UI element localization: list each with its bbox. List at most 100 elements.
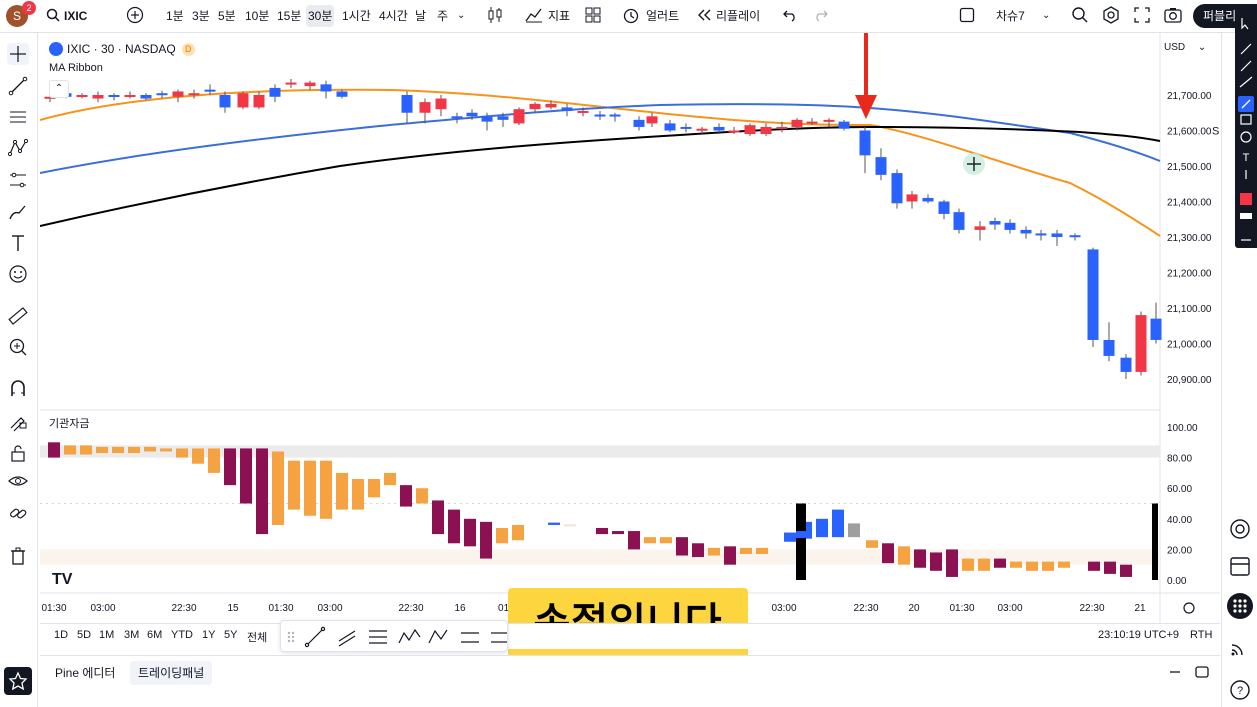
- time-axis-label: 03:00: [771, 603, 796, 614]
- chart-area[interactable]: 21,700.00 21,600.00 21,500.00 21,400.00 21,3…: [40, 33, 1220, 623]
- timeframe-1m[interactable]: 1분: [166, 9, 184, 23]
- marker-tool-icon[interactable]: [1240, 60, 1252, 72]
- drag-handle-icon[interactable]: [287, 631, 295, 643]
- alert-clock-icon[interactable]: [622, 5, 640, 27]
- currency-selector[interactable]: USD ⌄: [1164, 42, 1207, 53]
- panel-maximize-icon[interactable]: [1194, 664, 1210, 685]
- lock-drawings-icon[interactable]: [7, 410, 29, 432]
- snapshot-camera-icon[interactable]: [1164, 5, 1182, 27]
- timeframe-5m[interactable]: 5분: [218, 9, 236, 23]
- range-5d[interactable]: 5D: [77, 629, 92, 641]
- line-tool-icon[interactable]: [1239, 76, 1253, 88]
- crosshair-icon[interactable]: [7, 43, 29, 65]
- link-icon[interactable]: [7, 503, 29, 525]
- symbol-logo-icon: [49, 42, 63, 56]
- cursor-tool-icon[interactable]: [1241, 18, 1249, 30]
- palette-tool-icon[interactable]: [1240, 131, 1252, 143]
- ruler-icon[interactable]: [7, 305, 29, 327]
- oscillator-bar: [978, 558, 990, 571]
- apps-grid-icon[interactable]: [1227, 593, 1253, 619]
- tab-pine-editor[interactable]: Pine 에디터: [55, 666, 116, 680]
- watchlist-star-icon[interactable]: [4, 667, 32, 695]
- layout-name[interactable]: 차슈7: [996, 9, 1025, 23]
- trendline-icon[interactable]: [7, 75, 29, 97]
- trash-icon[interactable]: [7, 545, 29, 567]
- draw-fib-icon[interactable]: [369, 630, 387, 644]
- chart-canvas[interactable]: 21,700.00 21,600.00 21,500.00 21,400.00 21,3…: [40, 33, 1220, 623]
- tab-trading-panel[interactable]: 트레이딩패널: [130, 661, 213, 685]
- emoji-icon[interactable]: [7, 263, 29, 285]
- pen-tool-icon[interactable]: [1240, 43, 1252, 55]
- indicator-legend[interactable]: MA Ribbon: [49, 62, 103, 74]
- candle-type-icon[interactable]: [487, 5, 503, 27]
- eye-icon[interactable]: [7, 470, 29, 492]
- symbol-name[interactable]: IXIC: [64, 9, 88, 23]
- text-icon[interactable]: [7, 232, 29, 254]
- timeframe-day[interactable]: 날: [415, 9, 427, 23]
- fullscreen-icon[interactable]: [1134, 5, 1150, 27]
- signal-broadcast-icon[interactable]: [1231, 644, 1243, 656]
- timeframe-week[interactable]: 주: [437, 9, 449, 23]
- collapse-legend-chevron-up-icon[interactable]: ⌃: [49, 80, 69, 98]
- clock-timezone[interactable]: 23:10:19 UTC+9: [1098, 629, 1180, 641]
- draw-forecast-icon[interactable]: [491, 632, 507, 643]
- unlock-icon[interactable]: [7, 442, 29, 464]
- candle-body: [1087, 249, 1099, 340]
- layout-chevron-down-icon[interactable]: ⌄: [1042, 10, 1051, 21]
- oscillator-pane-label[interactable]: 기관자금: [49, 418, 90, 430]
- range-3m[interactable]: 3M: [124, 629, 140, 641]
- indicators-icon[interactable]: [525, 5, 543, 27]
- replay-button[interactable]: 리플레이: [716, 9, 761, 23]
- panel-minimize-icon[interactable]: [1168, 665, 1182, 684]
- pattern-icon[interactable]: [7, 137, 29, 159]
- templates-grid-icon[interactable]: [585, 5, 601, 27]
- range-all[interactable]: 전체: [247, 632, 268, 644]
- timeframe-3m[interactable]: 3분: [192, 9, 210, 23]
- stroke-width-swatch[interactable]: [1240, 213, 1252, 219]
- draw-channel-icon[interactable]: [338, 630, 356, 647]
- calendar-icon[interactable]: [1230, 557, 1250, 576]
- indicators-button[interactable]: 지표: [548, 9, 571, 23]
- magnet-icon[interactable]: [7, 378, 29, 400]
- chart-legend-title[interactable]: IXIC · 30 · NASDAQ D: [49, 42, 195, 56]
- rectangle-tool-icon[interactable]: [1240, 114, 1252, 125]
- help-question-icon[interactable]: ?: [1230, 680, 1250, 700]
- brush-icon[interactable]: [7, 201, 29, 223]
- timeframe-4h[interactable]: 4시간: [379, 9, 408, 23]
- target-icon[interactable]: [1230, 519, 1250, 539]
- draw-abc-icon[interactable]: [428, 629, 448, 644]
- timeframe-dropdown-chevron-icon[interactable]: ⌄: [457, 10, 466, 21]
- range-1m[interactable]: 1M: [99, 629, 115, 641]
- draw-xabcd-icon[interactable]: [461, 632, 479, 643]
- replay-icon[interactable]: [696, 5, 712, 27]
- range-6m[interactable]: 6M: [147, 629, 163, 641]
- symbol-search-icon[interactable]: [46, 5, 60, 27]
- quick-search-icon[interactable]: [1071, 5, 1089, 27]
- alert-button[interactable]: 얼러트: [646, 9, 680, 23]
- zoom-in-icon[interactable]: [7, 336, 29, 358]
- session-toggle[interactable]: RTH: [1190, 629, 1213, 641]
- timeframe-1h[interactable]: 1시간: [342, 9, 371, 23]
- timeframe-10m[interactable]: 10분: [245, 9, 270, 23]
- oscillator-bar: [1120, 564, 1132, 577]
- fib-lines-icon[interactable]: [7, 106, 29, 128]
- settings-gear-icon[interactable]: [1102, 5, 1120, 27]
- text-tool-icon[interactable]: T: [1243, 152, 1250, 164]
- draw-wave-icon[interactable]: [398, 628, 421, 644]
- forecast-icon[interactable]: [7, 169, 29, 191]
- compare-add-icon[interactable]: [126, 5, 144, 27]
- oscillator-bar: [400, 485, 412, 507]
- range-1y[interactable]: 1Y: [202, 629, 216, 641]
- range-ytd[interactable]: YTD: [171, 629, 193, 641]
- range-5y[interactable]: 5Y: [224, 629, 238, 641]
- top-toolbar: S 2 IXIC 1분 3분 5분 10분 15분 30분 1시간 4시간 날 …: [0, 0, 1257, 33]
- color-red-swatch[interactable]: [1240, 193, 1252, 205]
- timeframe-30m[interactable]: 30분: [306, 5, 335, 27]
- redo-icon[interactable]: [813, 5, 829, 27]
- timeframe-15m[interactable]: 15분: [277, 9, 302, 23]
- undo-icon[interactable]: [782, 5, 798, 27]
- layout-square-icon[interactable]: [959, 5, 975, 27]
- draw-trendline-icon[interactable]: [304, 626, 326, 648]
- range-1d[interactable]: 1D: [54, 629, 69, 641]
- price-tick-label: 21,100.00: [1167, 304, 1212, 315]
